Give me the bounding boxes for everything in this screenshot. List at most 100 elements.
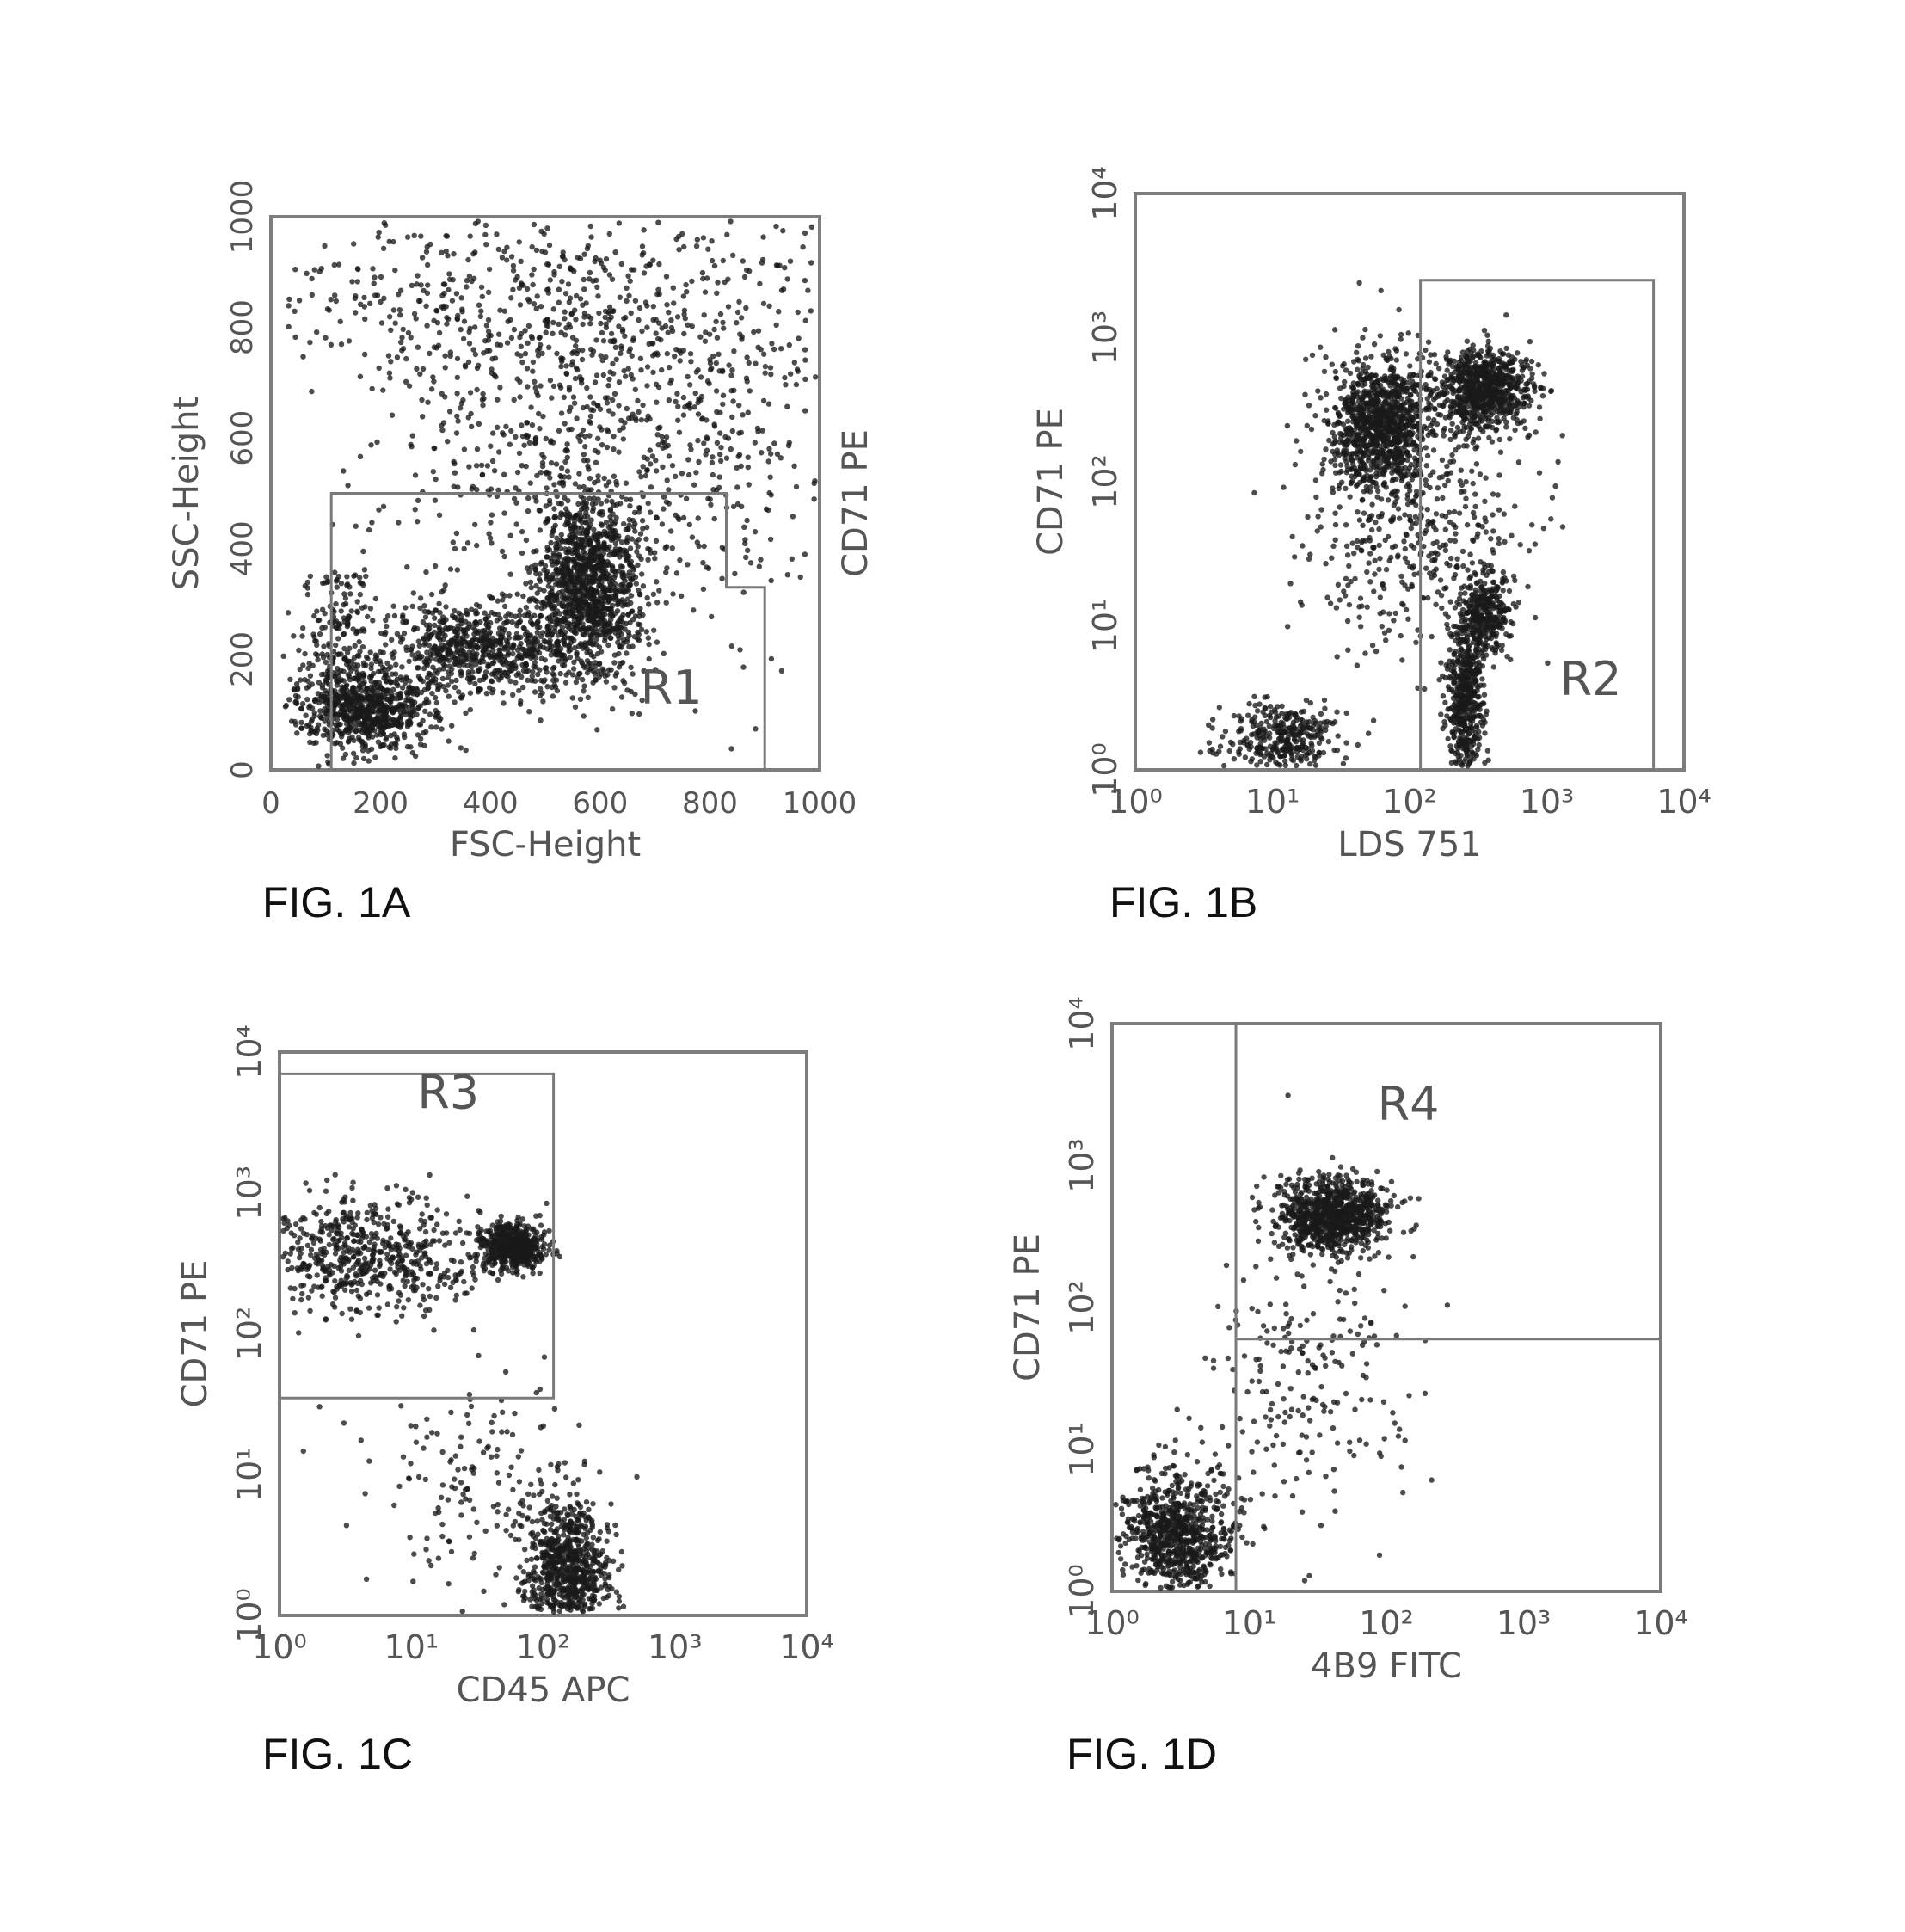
scatter-point <box>451 539 456 545</box>
scatter-point <box>519 463 525 468</box>
scatter-point <box>455 317 460 322</box>
scatter-point <box>584 577 589 582</box>
scatter-point <box>730 253 735 258</box>
scatter-point <box>511 263 516 268</box>
scatter-point <box>348 664 353 669</box>
scatter-point <box>544 569 550 575</box>
scatter-point <box>454 391 459 396</box>
scatter-point <box>347 719 352 724</box>
scatter-point <box>633 613 638 618</box>
scatter-point <box>505 674 510 679</box>
scatter-point <box>333 643 338 648</box>
scatter-point <box>687 522 692 527</box>
region-label-r1: R1 <box>641 661 703 715</box>
scatter-point <box>610 339 615 344</box>
scatter-point <box>766 458 771 464</box>
scatter-point <box>341 631 347 637</box>
scatter-point <box>729 415 734 420</box>
scatter-point <box>429 386 434 391</box>
scatter-point <box>310 681 315 686</box>
scatter-point <box>618 599 623 604</box>
scatter-point <box>640 612 645 618</box>
scatter-point <box>1399 476 1404 481</box>
scatter-point <box>378 274 384 280</box>
scatter-point <box>575 501 581 507</box>
scatter-point <box>562 395 567 400</box>
population-6 <box>286 218 814 453</box>
scatter-point <box>339 581 344 586</box>
scatter-point <box>724 456 729 461</box>
scatter-point <box>774 323 779 328</box>
scatter-point <box>362 604 367 609</box>
scatter-point <box>638 531 643 536</box>
scatter-point <box>452 661 457 667</box>
scatter-point <box>588 407 593 412</box>
scatter-point <box>639 329 644 334</box>
scatter-point <box>1348 426 1353 431</box>
scatter-point <box>314 329 319 335</box>
scatter-point <box>626 348 631 354</box>
scatter-point <box>305 580 310 585</box>
scatter-point <box>486 329 491 334</box>
scatter-point <box>629 593 634 598</box>
scatter-point <box>358 302 363 307</box>
scatter-point <box>648 509 653 514</box>
scatter-point <box>594 372 599 378</box>
scatter-point <box>1374 435 1380 440</box>
scatter-point <box>681 311 686 317</box>
scatter-point <box>373 652 378 657</box>
scatter-point <box>652 351 657 356</box>
scatter-point <box>400 685 405 690</box>
scatter-point <box>606 525 611 530</box>
scatter-point <box>354 609 359 614</box>
scatter-point <box>452 629 458 634</box>
scatter-point <box>406 659 411 664</box>
scatter-point <box>654 639 660 644</box>
scatter-point <box>399 348 404 353</box>
scatter-point <box>747 360 752 366</box>
scatter-point <box>519 529 525 534</box>
scatter-point <box>425 282 430 287</box>
scatter-point <box>607 552 612 557</box>
scatter-point <box>423 661 428 666</box>
scatter-point <box>587 496 592 501</box>
scatter-point <box>758 557 763 562</box>
scatter-point <box>654 538 659 544</box>
scatter-point <box>513 663 518 668</box>
scatter-point <box>465 257 470 262</box>
scatter-point <box>681 348 686 353</box>
scatter-point <box>571 597 576 602</box>
scatter-point <box>370 266 375 271</box>
scatter-point <box>351 241 356 246</box>
scatter-point <box>1354 391 1359 396</box>
scatter-point <box>387 314 392 319</box>
scatter-point <box>378 299 383 305</box>
scatter-point <box>746 409 751 415</box>
scatter-point <box>362 352 367 357</box>
scatter-point <box>1357 458 1362 464</box>
scatter-point <box>591 527 596 532</box>
scatter-point <box>544 630 550 635</box>
scatter-point <box>606 598 611 603</box>
scatter-point <box>563 363 568 368</box>
scatter-point <box>764 507 769 512</box>
scatter-point <box>356 722 361 727</box>
scatter-point <box>1335 450 1340 455</box>
scatter-point <box>707 357 712 362</box>
scatter-point <box>760 234 765 239</box>
scatter-point <box>629 609 634 614</box>
scatter-point <box>576 537 581 542</box>
scatter-point <box>370 386 375 391</box>
scatter-point <box>458 405 463 410</box>
x-tick-label: 600 <box>572 786 628 821</box>
scatter-point <box>612 249 618 255</box>
scatter-point <box>350 687 355 692</box>
scatter-point <box>464 611 470 616</box>
scatter-point <box>739 315 744 320</box>
scatter-point <box>640 518 645 523</box>
scatter-point <box>593 554 598 559</box>
scatter-point <box>549 559 554 564</box>
scatter-point <box>643 299 648 305</box>
scatter-point <box>468 390 473 395</box>
scatter-point <box>609 588 614 593</box>
